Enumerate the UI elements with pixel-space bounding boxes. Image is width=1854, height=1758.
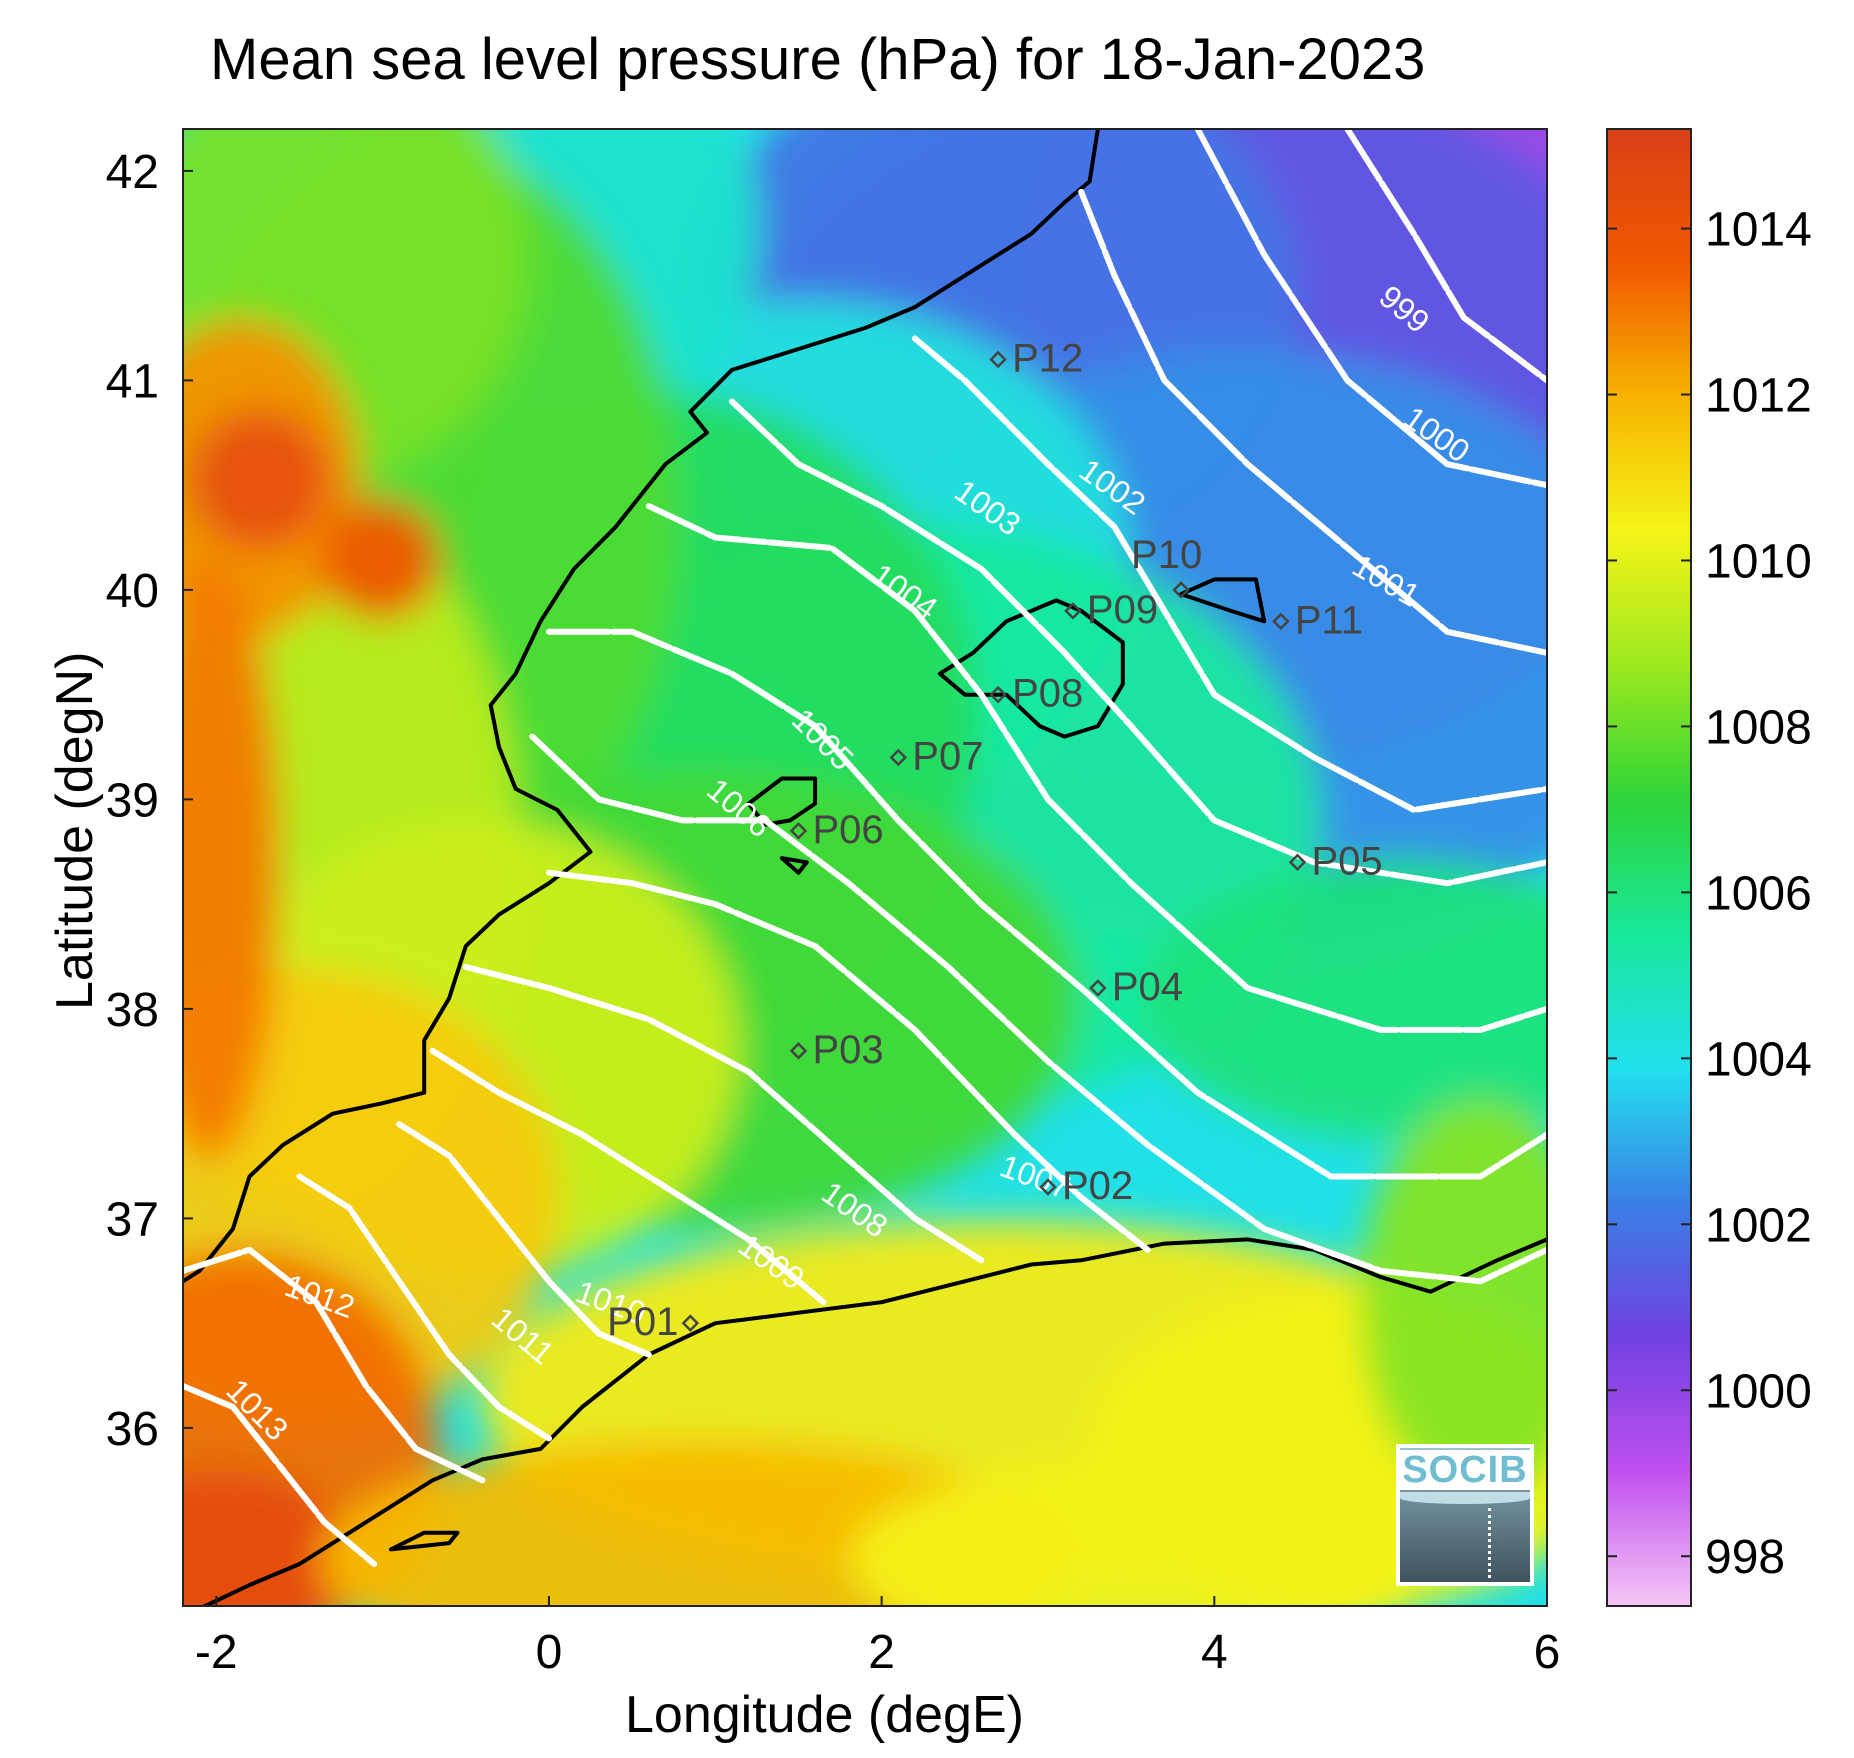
- station-p05: P05: [1288, 839, 1383, 883]
- colorbar-tick-label: 1010: [1705, 535, 1812, 588]
- y-tick-label: 42: [106, 146, 159, 199]
- isobar-1009: [429, 1047, 827, 1306]
- colorbar-ramp: [1606, 128, 1692, 1607]
- x-tick-label: 6: [1534, 1626, 1561, 1679]
- isobar-1006: [529, 733, 1547, 1285]
- coastline-segment: [183, 129, 1100, 1283]
- station-diamond-icon: [789, 1042, 808, 1060]
- coastline-segment: [200, 1237, 1547, 1606]
- y-tick-label: 39: [106, 774, 159, 827]
- map-frame: [182, 128, 1548, 1607]
- colorbar-tick-label: 1002: [1705, 1199, 1812, 1252]
- map-title: Mean sea level pressure (hPa) for 18-Jan…: [210, 27, 1426, 92]
- station-diamond-icon: [1288, 853, 1307, 872]
- colorbar-tick-label: 1004: [1705, 1033, 1812, 1086]
- colorbar-tick-label: 1014: [1705, 204, 1812, 257]
- station-p08: P08: [989, 672, 1083, 716]
- station-diamond-icon: [1089, 979, 1107, 997]
- station-p03: P03: [789, 1028, 884, 1072]
- isobar-1013: [183, 1383, 378, 1568]
- colorbar-tick-label: 998: [1705, 1531, 1785, 1584]
- station-diamond-icon: [1172, 581, 1190, 599]
- pressure-field: [183, 129, 1547, 1606]
- y-tick-label: 37: [106, 1193, 159, 1246]
- isobar-1001: [1078, 188, 1547, 656]
- logo-text: SOCIB: [1400, 1450, 1530, 1490]
- station-diamond-icon: [1064, 602, 1082, 620]
- colorbar-tick-label: 1012: [1705, 370, 1812, 423]
- station-label: P06: [812, 808, 883, 852]
- station-label: P03: [812, 1028, 883, 1072]
- island-outline: [779, 856, 809, 875]
- station-p09: P09: [1064, 588, 1158, 632]
- station-diamond-icon: [681, 1314, 700, 1332]
- station-label: P01: [607, 1300, 678, 1344]
- isobar-1010: [396, 1121, 652, 1358]
- isobar-1005: [546, 628, 1547, 1180]
- island-outline: [388, 1530, 460, 1552]
- x-tick-label: 4: [1201, 1626, 1228, 1679]
- station-p10: P10: [1131, 533, 1202, 599]
- x-tick-label: 0: [536, 1626, 563, 1679]
- colorbar-tick-label: 1008: [1705, 701, 1812, 754]
- x-tick-label: 2: [868, 1626, 895, 1679]
- isobar-1000: [1194, 129, 1547, 489]
- station-p12: P12: [989, 336, 1083, 380]
- y-axis-label: Latitude (degN): [46, 651, 104, 1010]
- y-tick-label: 40: [106, 565, 159, 618]
- station-label: P08: [1012, 672, 1083, 716]
- colorbar-tick-label: 1006: [1705, 867, 1812, 920]
- isobar-1012: [183, 1246, 486, 1484]
- isobar-1007: [546, 869, 1151, 1253]
- station-p11: P11: [1272, 598, 1363, 642]
- isobar-999: [1344, 129, 1547, 384]
- station-label: P10: [1131, 533, 1202, 577]
- isobar-1003: [728, 398, 1547, 887]
- x-axis-label: Longitude (degE): [625, 1686, 1024, 1744]
- colorbar-tick-label: 1000: [1705, 1365, 1812, 1418]
- station-diamond-icon: [889, 748, 908, 767]
- coastline: [183, 129, 1547, 1606]
- station-diamond-icon: [1272, 612, 1290, 631]
- isobar-1004: [645, 503, 1547, 1033]
- station-diamond-icon: [789, 822, 808, 840]
- y-tick-label: 41: [106, 355, 159, 408]
- isobar-1011: [296, 1173, 552, 1442]
- socib-logo: SOCIB: [1396, 1444, 1534, 1586]
- y-tick-label: 38: [106, 984, 159, 1037]
- station-p02: P02: [1039, 1164, 1133, 1208]
- station-p01: P01: [607, 1300, 700, 1344]
- isobar-1002: [911, 335, 1547, 813]
- station-p07: P07: [889, 735, 983, 779]
- station-p06: P06: [789, 808, 884, 852]
- station-diamond-icon: [1039, 1178, 1057, 1196]
- station-p04: P04: [1089, 965, 1183, 1009]
- logo-wave-icon: [1400, 1492, 1530, 1504]
- station-label: P02: [1062, 1164, 1133, 1208]
- station-label: P09: [1087, 588, 1158, 632]
- station-label: P12: [1012, 336, 1083, 380]
- x-axis: -2 0 2 4 6: [195, 1596, 1560, 1679]
- station-diamond-icon: [989, 685, 1007, 704]
- island-outline: [1179, 577, 1267, 624]
- station-label: P05: [1311, 839, 1382, 883]
- logo-ruler-icon: [1488, 1508, 1494, 1578]
- y-tick-label: 36: [106, 1403, 159, 1456]
- isobar-1008: [462, 964, 985, 1264]
- island-outline: [746, 776, 818, 827]
- station-label: P04: [1112, 965, 1183, 1009]
- colorbar: 998 1000 1002 1004 1006 1008 1010 1012 1014: [1606, 128, 1812, 1607]
- station-diamond-icon: [989, 350, 1007, 369]
- station-label: P07: [912, 735, 983, 779]
- station-label: P11: [1295, 598, 1363, 642]
- y-axis: 36 37 38 39 40 41 42: [106, 146, 193, 1456]
- x-tick-label: -2: [195, 1626, 238, 1679]
